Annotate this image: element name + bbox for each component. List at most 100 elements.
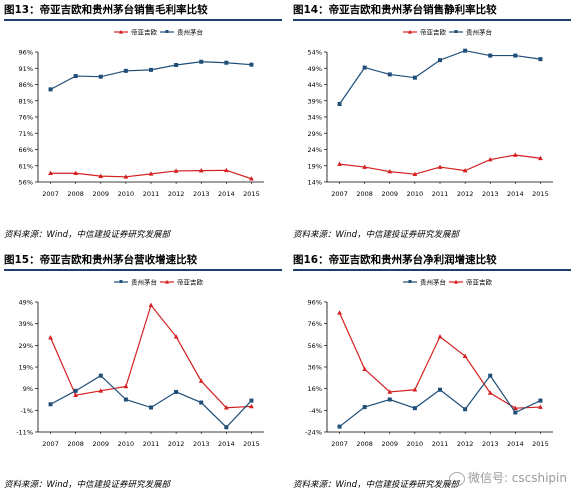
data-point [513, 410, 518, 415]
wechat-watermark: 微信号: cscshipin [448, 469, 567, 486]
chart-svg: 14% 19% 24% 29% 34% 39% 44% 49% 54% 2007 2008 2009 2… [308, 28, 553, 198]
data-point [198, 378, 204, 383]
legend-marker [408, 29, 412, 34]
y-tick-label: -24% [305, 429, 322, 437]
data-point [387, 397, 392, 402]
x-tick-label: 2008 [356, 190, 373, 198]
series-line [50, 61, 252, 90]
x-tick-label: 2007 [42, 190, 59, 198]
x-tick-label: 2011 [143, 190, 160, 198]
legend-marker [119, 29, 123, 34]
y-tick-label: 81% [19, 97, 33, 105]
x-tick-label: 2007 [331, 440, 348, 448]
data-point [387, 72, 392, 77]
y-tick-label: 29% [19, 342, 33, 350]
x-tick-label: 2013 [482, 440, 499, 448]
data-point [538, 155, 543, 161]
data-point [249, 176, 254, 181]
data-point [337, 102, 342, 106]
data-point [224, 60, 229, 65]
x-tick-label: 2011 [432, 440, 449, 448]
x-tick-label: 2008 [67, 190, 84, 198]
data-point [199, 59, 204, 64]
x-tick-label: 2009 [93, 190, 110, 198]
data-point [362, 65, 367, 70]
x-tick-label: 2008 [356, 440, 373, 448]
data-point [123, 174, 129, 179]
data-point [98, 388, 104, 393]
legend-label: 帝亚吉欧 [177, 278, 204, 287]
y-tick-label: 24% [308, 146, 322, 154]
data-point [412, 387, 418, 392]
data-point [412, 75, 417, 80]
legend-label: 贵州茅台 [131, 278, 157, 287]
data-point [412, 406, 417, 411]
x-tick-label: 2010 [407, 440, 424, 448]
x-tick-label: 2015 [532, 440, 549, 448]
data-point [249, 398, 254, 403]
data-point [387, 169, 393, 174]
y-tick-label: 56% [308, 342, 322, 350]
data-point [538, 398, 543, 403]
x-tick-label: 2015 [532, 190, 549, 198]
data-point [224, 425, 229, 430]
data-point [249, 403, 254, 409]
legend-marker [454, 279, 458, 284]
source-note: 资料来源：Wind，中信建投证券研究发展部 [4, 230, 171, 240]
x-tick-label: 2007 [331, 190, 348, 198]
y-tick-label: 39% [19, 320, 33, 328]
x-tick-label: 2009 [382, 190, 399, 198]
data-point [437, 164, 443, 169]
legend-label: 帝亚吉欧 [420, 28, 447, 37]
data-point [387, 389, 393, 394]
y-tick-label: 76% [19, 114, 33, 122]
data-point [362, 405, 367, 410]
data-point [438, 58, 442, 63]
chart-svg: -24% -4% 16% 36% 56% 76% 96% 2007 2008 2009 2010 20… [305, 278, 553, 448]
series-line [339, 374, 541, 428]
x-tick-label: 2012 [168, 440, 185, 448]
y-tick-label: 96% [19, 49, 33, 57]
data-point [437, 334, 443, 339]
y-tick-label: 61% [19, 162, 33, 170]
x-tick-label: 2012 [168, 190, 185, 198]
chart-title: 图13：帝亚吉欧和贵州茅台销售毛利率比较 [4, 2, 282, 21]
data-point [337, 424, 342, 429]
y-tick-label: 19% [308, 162, 322, 170]
y-tick-label: 71% [19, 130, 33, 138]
chart-panel-16: 图16：帝亚吉欧和贵州茅台净利润增速比较 -24% -4% 16% 36% 56% 76%… [291, 252, 573, 496]
data-point [48, 402, 53, 407]
series-line [50, 303, 252, 409]
data-point [174, 63, 179, 67]
data-point [249, 62, 254, 67]
series-line [339, 312, 541, 409]
data-point [337, 310, 342, 315]
data-point [362, 164, 368, 169]
x-tick-label: 2015 [243, 190, 260, 198]
legend-marker [454, 30, 458, 33]
y-tick-label: -11% [16, 429, 33, 437]
legend-label: 贵州茅台 [177, 28, 203, 37]
x-tick-label: 2009 [382, 440, 399, 448]
data-point [48, 170, 53, 176]
data-point [538, 404, 543, 409]
data-point [98, 74, 103, 79]
data-point [123, 397, 128, 402]
data-point [198, 168, 204, 173]
x-tick-label: 2011 [143, 440, 160, 448]
data-point [487, 156, 493, 162]
y-tick-label: 56% [19, 179, 33, 187]
chart-title: 图16：帝亚吉欧和贵州茅台净利润增速比较 [293, 252, 571, 271]
x-tick-label: 2013 [482, 190, 499, 198]
data-point [412, 171, 418, 176]
data-point [438, 387, 442, 392]
series-line [50, 374, 252, 429]
x-tick-label: 2012 [457, 440, 474, 448]
x-tick-label: 2014 [507, 190, 524, 198]
y-tick-label: 9% [23, 385, 33, 393]
chart-panel-13: 图13：帝亚吉欧和贵州茅台销售毛利率比较 56% 61% 66% 71% 76% 81% 8… [2, 2, 284, 246]
data-point [223, 405, 229, 410]
data-point [512, 152, 518, 157]
y-tick-label: -1% [20, 407, 33, 415]
y-tick-label: 39% [308, 97, 322, 105]
